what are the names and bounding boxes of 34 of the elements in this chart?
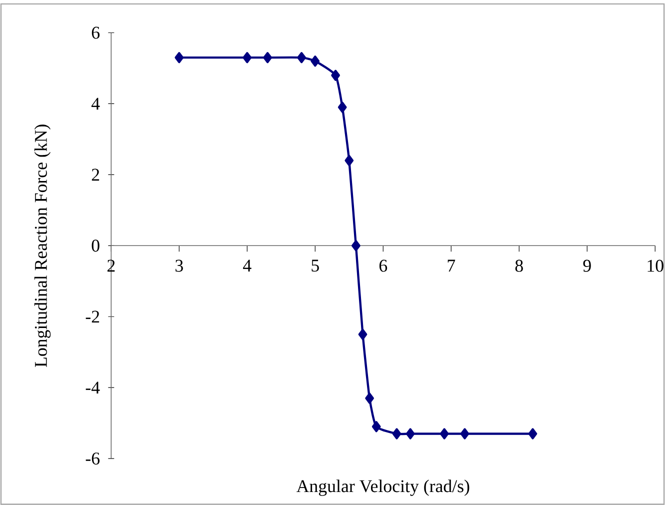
point (365, 392, 374, 404)
y-tick-label: 4 (91, 98, 100, 110)
point (174, 52, 184, 64)
point (338, 102, 347, 113)
point (528, 428, 538, 440)
y-tick-label: -4 (86, 382, 100, 394)
x-tick-label: 10 (648, 260, 664, 272)
point (331, 70, 340, 81)
y-tick-label: -2 (86, 310, 100, 322)
x-tick-label: 8 (515, 260, 523, 272)
point (263, 52, 272, 64)
point (460, 428, 470, 440)
point (392, 428, 402, 440)
x-tick-label: 9 (583, 260, 591, 272)
point (358, 328, 368, 340)
point (372, 420, 381, 432)
y-tick-label: -6 (86, 452, 100, 464)
point (242, 52, 252, 64)
point (344, 154, 354, 166)
y-axis-title: Longitudinal Reaction Force (kN) (34, 124, 51, 367)
x-tick-label: 6 (379, 260, 388, 272)
x-tick-label: 3 (176, 260, 183, 272)
y-tick-label: 2 (92, 168, 100, 180)
y-tick-label: 0 (92, 240, 100, 252)
y-tick-label: 6 (92, 26, 100, 39)
point (406, 428, 415, 440)
x-tick-label: 5 (312, 260, 319, 272)
x-axis-title: Angular Velocity (rad/s) (296, 480, 470, 496)
x-tick-label: 7 (448, 260, 456, 272)
point (297, 52, 306, 64)
x-tick-label: 4 (243, 260, 252, 272)
point (310, 55, 320, 67)
point (352, 240, 360, 252)
point (440, 428, 449, 440)
